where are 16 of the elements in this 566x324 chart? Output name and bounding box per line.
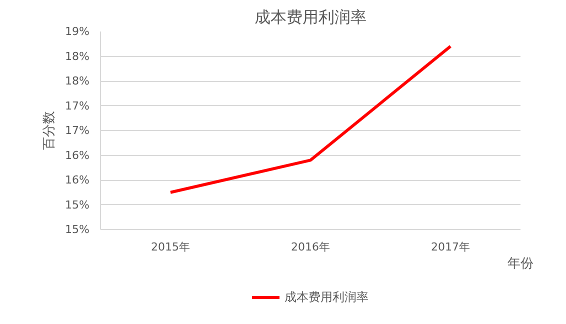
y-tick-label: 19%: [65, 25, 90, 38]
x-tick-label: 2016年: [291, 240, 330, 254]
x-axis-title: 年份: [508, 256, 534, 272]
legend-label: 成本费用利润率: [284, 288, 368, 306]
y-tick-label: 16%: [65, 148, 90, 162]
y-tick-label: 18%: [65, 50, 90, 63]
y-tick-label: 16%: [65, 174, 90, 186]
y-tick-label: 15%: [65, 198, 90, 212]
y-axis-title: 百分数: [42, 111, 58, 150]
chart-title: 成本费用利润率: [254, 8, 366, 26]
x-tick-label: 2015年: [151, 240, 190, 254]
x-tick-label: 2017年: [431, 240, 470, 254]
y-tick-label: 17%: [65, 99, 90, 112]
y-tick-label: 15%: [65, 223, 90, 236]
y-tick-label: 17%: [65, 124, 90, 137]
y-tick-label: 18%: [65, 74, 90, 88]
